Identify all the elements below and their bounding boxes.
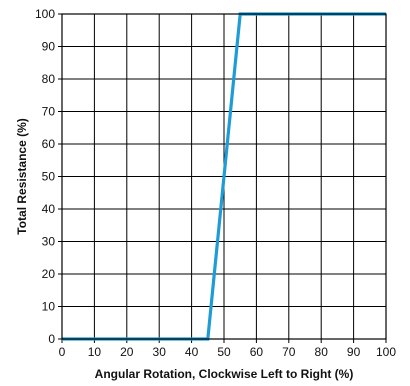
x-tick-label-9: 90 — [347, 345, 361, 359]
y-tick-labels: 0 10 20 30 40 50 60 70 80 90 100 — [35, 7, 55, 346]
y-tick-label-1: 10 — [42, 300, 56, 314]
x-tick-label-8: 80 — [315, 345, 329, 359]
y-tick-label-3: 30 — [42, 235, 56, 249]
y-tick-label-10: 100 — [35, 7, 55, 21]
x-tick-labels: 0 10 20 30 40 50 60 70 80 90 100 — [59, 345, 397, 359]
y-tick-label-5: 50 — [42, 170, 56, 184]
x-axis-title: Angular Rotation, Clockwise Left to Righ… — [95, 367, 354, 381]
x-tick-label-5: 50 — [217, 345, 231, 359]
grid — [58, 13, 387, 343]
y-tick-label-0: 0 — [48, 332, 55, 346]
x-tick-label-10: 100 — [376, 345, 396, 359]
y-tick-label-2: 20 — [42, 267, 56, 281]
x-tick-label-6: 60 — [250, 345, 264, 359]
x-tick-label-2: 20 — [120, 345, 134, 359]
y-tick-label-7: 70 — [42, 105, 56, 119]
x-tick-label-0: 0 — [59, 345, 66, 359]
y-axis-title: Total Resistance (%) — [15, 118, 29, 234]
y-tick-label-8: 80 — [42, 72, 56, 86]
y-tick-label-9: 90 — [42, 40, 56, 54]
y-tick-label-6: 60 — [42, 137, 56, 151]
y-tick-label-4: 40 — [42, 202, 56, 216]
x-tick-label-7: 70 — [282, 345, 296, 359]
x-tick-label-1: 10 — [88, 345, 102, 359]
plot-frame — [61, 13, 387, 340]
x-tick-label-4: 40 — [185, 345, 199, 359]
x-tick-label-3: 30 — [153, 345, 167, 359]
